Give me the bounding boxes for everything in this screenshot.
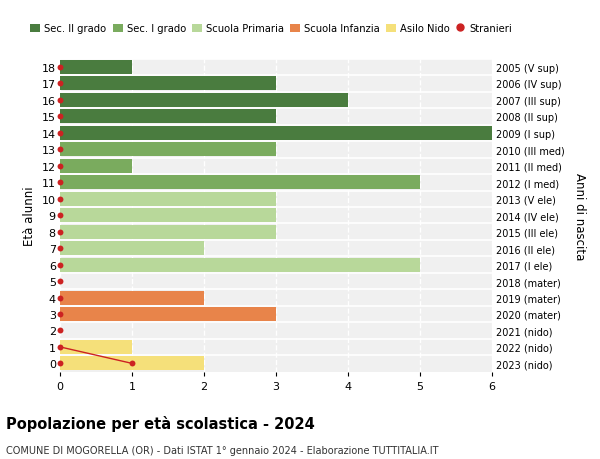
Legend: Sec. II grado, Sec. I grado, Scuola Primaria, Scuola Infanzia, Asilo Nido, Stran: Sec. II grado, Sec. I grado, Scuola Prim… bbox=[31, 24, 512, 34]
Text: COMUNE DI MOGORELLA (OR) - Dati ISTAT 1° gennaio 2024 - Elaborazione TUTTITALIA.: COMUNE DI MOGORELLA (OR) - Dati ISTAT 1°… bbox=[6, 445, 439, 455]
Point bbox=[55, 245, 65, 252]
Bar bbox=[60, 61, 132, 75]
Point bbox=[55, 294, 65, 302]
Y-axis label: Anni di nascita: Anni di nascita bbox=[573, 172, 586, 259]
Point bbox=[55, 360, 65, 367]
Bar bbox=[60, 143, 276, 157]
Bar bbox=[60, 192, 276, 206]
Bar bbox=[60, 77, 276, 91]
Point bbox=[55, 130, 65, 137]
Point bbox=[127, 360, 137, 367]
Point bbox=[55, 311, 65, 318]
Point bbox=[55, 97, 65, 104]
Point bbox=[55, 278, 65, 285]
Bar bbox=[60, 357, 204, 370]
Point bbox=[55, 113, 65, 121]
Point bbox=[55, 212, 65, 219]
Point bbox=[55, 343, 65, 351]
Point bbox=[55, 64, 65, 72]
Point bbox=[55, 81, 65, 88]
Bar bbox=[60, 110, 276, 124]
Bar bbox=[60, 176, 420, 190]
Y-axis label: Età alunni: Età alunni bbox=[23, 186, 36, 246]
Bar bbox=[60, 159, 132, 174]
Bar bbox=[60, 225, 276, 239]
Point bbox=[55, 229, 65, 236]
Point bbox=[55, 146, 65, 154]
Point bbox=[55, 327, 65, 335]
Point bbox=[55, 163, 65, 170]
Bar bbox=[60, 241, 204, 256]
Bar bbox=[60, 94, 348, 108]
Bar bbox=[60, 308, 276, 321]
Point bbox=[55, 179, 65, 186]
Bar bbox=[60, 258, 420, 272]
Bar bbox=[60, 127, 492, 140]
Bar bbox=[60, 209, 276, 223]
Bar bbox=[60, 340, 132, 354]
Text: Popolazione per età scolastica - 2024: Popolazione per età scolastica - 2024 bbox=[6, 415, 315, 431]
Bar bbox=[60, 291, 204, 305]
Point bbox=[55, 196, 65, 203]
Point bbox=[55, 261, 65, 269]
